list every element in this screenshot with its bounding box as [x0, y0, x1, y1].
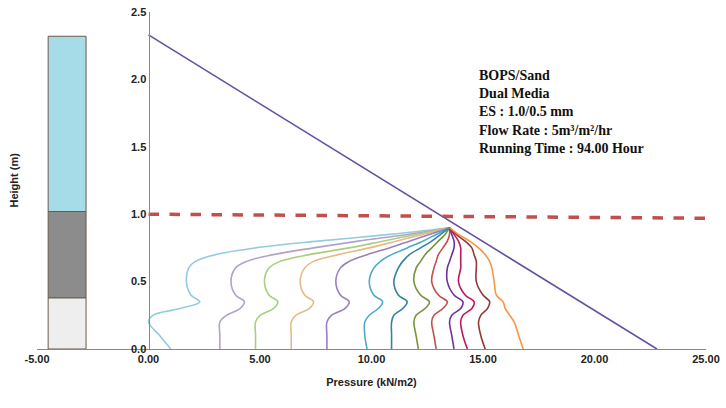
svg-text:1.5: 1.5	[131, 141, 146, 153]
svg-text:0.5: 0.5	[131, 275, 146, 287]
svg-text:Height (m): Height (m)	[8, 153, 20, 208]
svg-text:2.0: 2.0	[131, 73, 146, 85]
svg-text:5.00: 5.00	[249, 353, 270, 365]
svg-text:0.00: 0.00	[138, 353, 159, 365]
svg-text:10.00: 10.00	[358, 353, 386, 365]
svg-text:1.0: 1.0	[131, 208, 146, 220]
svg-text:Pressure (kN/m2): Pressure (kN/m2)	[326, 376, 417, 388]
svg-text:20.00: 20.00	[581, 353, 609, 365]
svg-text:2.5: 2.5	[131, 6, 146, 18]
svg-text:BOPS/SandDual MediaES : 1.0/0.: BOPS/SandDual MediaES : 1.0/0.5 mmFlow R…	[479, 68, 644, 156]
svg-text:-5.00: -5.00	[24, 353, 49, 365]
svg-text:0.0: 0.0	[131, 343, 146, 355]
svg-text:15.00: 15.00	[469, 353, 497, 365]
svg-text:25.00: 25.00	[692, 353, 720, 365]
